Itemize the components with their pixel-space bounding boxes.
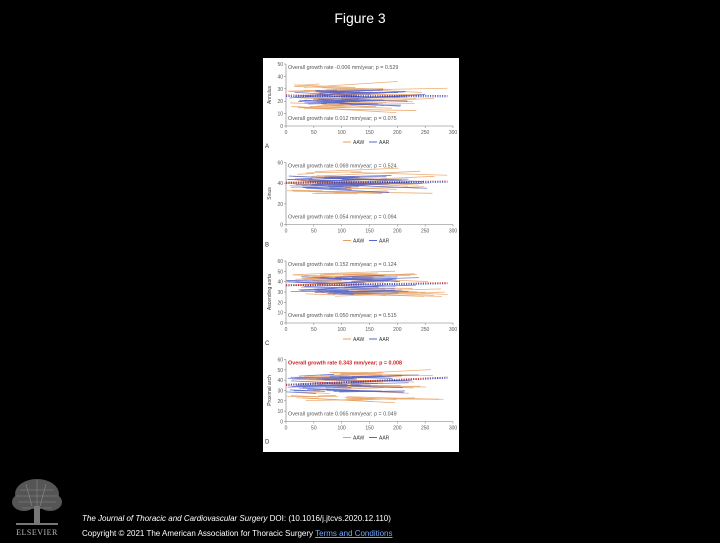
x-tick-label: 150: [365, 130, 374, 136]
x-tick-label: 150: [365, 426, 374, 432]
panel-label: D: [265, 440, 270, 446]
y-tick-label: 50: [277, 62, 283, 68]
x-tick-label: 0: [285, 426, 288, 432]
growth-rate-annotation: Overall growth rate 0.054 mm/year; p = 0…: [288, 215, 397, 221]
y-tick-label: 20: [277, 300, 283, 306]
x-tick-label: 50: [311, 130, 317, 136]
doi-text: DOI: (10.1016/j.jtcvs.2020.12.110): [267, 514, 390, 523]
y-tick-label: 20: [277, 202, 283, 208]
growth-rate-annotation: Overall growth rate 0.050 mm/year; p = 0…: [288, 313, 397, 319]
x-tick-label: 50: [311, 426, 317, 432]
x-tick-label: 200: [393, 426, 402, 432]
legend-label-aar: AAR: [379, 436, 390, 442]
journal-citation: The Journal of Thoracic and Cardiovascul…: [82, 514, 391, 523]
legend-label-aar: AAR: [379, 140, 390, 146]
x-tick-label: 150: [365, 327, 374, 333]
x-tick-label: 100: [337, 130, 346, 136]
x-tick-label: 50: [311, 229, 317, 235]
x-tick-label: 0: [285, 130, 288, 136]
panel-label: A: [265, 144, 269, 150]
y-tick-label: 20: [277, 99, 283, 105]
journal-name: The Journal of Thoracic and Cardiovascul…: [82, 514, 267, 523]
y-tick-label: 30: [277, 389, 283, 395]
y-tick-label: 40: [277, 181, 283, 187]
x-tick-label: 100: [337, 426, 346, 432]
x-tick-label: 150: [365, 229, 374, 235]
y-axis-label: Annulus: [267, 85, 273, 104]
x-tick-label: 300: [449, 130, 458, 136]
y-tick-label: 0: [280, 321, 283, 327]
y-tick-label: 60: [277, 358, 283, 364]
x-tick-label: 300: [449, 229, 458, 235]
x-tick-label: 0: [285, 229, 288, 235]
legend-label-aaw: AAW: [353, 239, 364, 245]
series-line-aaw: [318, 395, 336, 396]
chart-panel-d: 0 10 20 30 40 50 60 0 50 100 150 200 250 300 Proximal …: [265, 358, 457, 446]
y-tick-label: 40: [277, 74, 283, 80]
y-tick-label: 50: [277, 269, 283, 275]
y-axis-label: Ascending aorta: [267, 274, 273, 310]
copyright-line: Copyright © 2021 The American Associatio…: [82, 529, 393, 538]
x-tick-label: 250: [421, 229, 430, 235]
chart-panel-a: 0 10 20 30 40 50 0 50 100 150 200 250 300 Annulus Over…: [265, 62, 457, 150]
panel-label: C: [265, 341, 270, 347]
x-tick-label: 50: [311, 327, 317, 333]
y-tick-label: 30: [277, 290, 283, 296]
chart-panel-c: 0 10 20 30 40 50 60 0 50 100 150 200 250 300 Ascending…: [265, 259, 457, 347]
y-tick-label: 30: [277, 87, 283, 93]
y-tick-label: 0: [280, 420, 283, 426]
chart-panel-b: 0 20 40 60 0 50 100 150 200 250 300 Sinus Overall gr…: [265, 161, 457, 249]
y-tick-label: 50: [277, 368, 283, 374]
x-tick-label: 250: [421, 327, 430, 333]
y-tick-label: 40: [277, 378, 283, 384]
x-tick-label: 200: [393, 130, 402, 136]
y-tick-label: 0: [280, 223, 283, 229]
x-tick-label: 250: [421, 426, 430, 432]
elsevier-wordmark: ELSEVIER: [6, 528, 68, 537]
legend-label-aaw: AAW: [353, 337, 364, 343]
x-tick-label: 300: [449, 426, 458, 432]
x-tick-label: 250: [421, 130, 430, 136]
y-axis-label: Proximal arch: [267, 375, 273, 406]
growth-rate-annotation: Overall growth rate 0.065 mm/year; p = 0…: [288, 412, 397, 418]
y-tick-label: 10: [277, 112, 283, 118]
y-tick-label: 0: [280, 124, 283, 130]
panel-label: B: [265, 243, 269, 249]
x-tick-label: 0: [285, 327, 288, 333]
growth-rate-annotation: Overall growth rate 0.343 mm/year; p = 0…: [288, 361, 402, 367]
series-line-aaw: [306, 400, 343, 401]
growth-rate-annotation: Overall growth rate 0.069 mm/year; p = 0…: [288, 164, 397, 170]
legend-label-aar: AAR: [379, 337, 390, 343]
series-line-aaw: [297, 173, 314, 174]
legend-label-aar: AAR: [379, 239, 390, 245]
x-tick-label: 100: [337, 229, 346, 235]
y-tick-label: 40: [277, 280, 283, 286]
growth-rate-annotation: Overall growth rate 0.152 mm/year; p = 0…: [288, 262, 397, 268]
x-tick-label: 300: [449, 327, 458, 333]
copyright-text: Copyright © 2021 The American Associatio…: [82, 529, 315, 538]
y-tick-label: 60: [277, 161, 283, 167]
legend-label-aaw: AAW: [353, 140, 364, 146]
y-tick-label: 60: [277, 259, 283, 265]
growth-rate-annotation: Overall growth rate 0.012 mm/year; p = 0…: [288, 116, 397, 122]
y-tick-label: 10: [277, 311, 283, 317]
terms-link[interactable]: Terms and Conditions: [315, 529, 392, 538]
y-tick-label: 20: [277, 399, 283, 405]
x-tick-label: 100: [337, 327, 346, 333]
x-tick-label: 200: [393, 229, 402, 235]
elsevier-logo: ELSEVIER: [6, 476, 68, 538]
legend-label-aaw: AAW: [353, 436, 364, 442]
y-tick-label: 10: [277, 409, 283, 415]
trend-line-aaw: [286, 95, 447, 96]
x-tick-label: 200: [393, 327, 402, 333]
y-axis-label: Sinus: [267, 187, 273, 200]
figure-title: Figure 3: [0, 10, 720, 26]
growth-rate-annotation: Overall growth rate -0.006 mm/year; p = …: [288, 65, 398, 71]
